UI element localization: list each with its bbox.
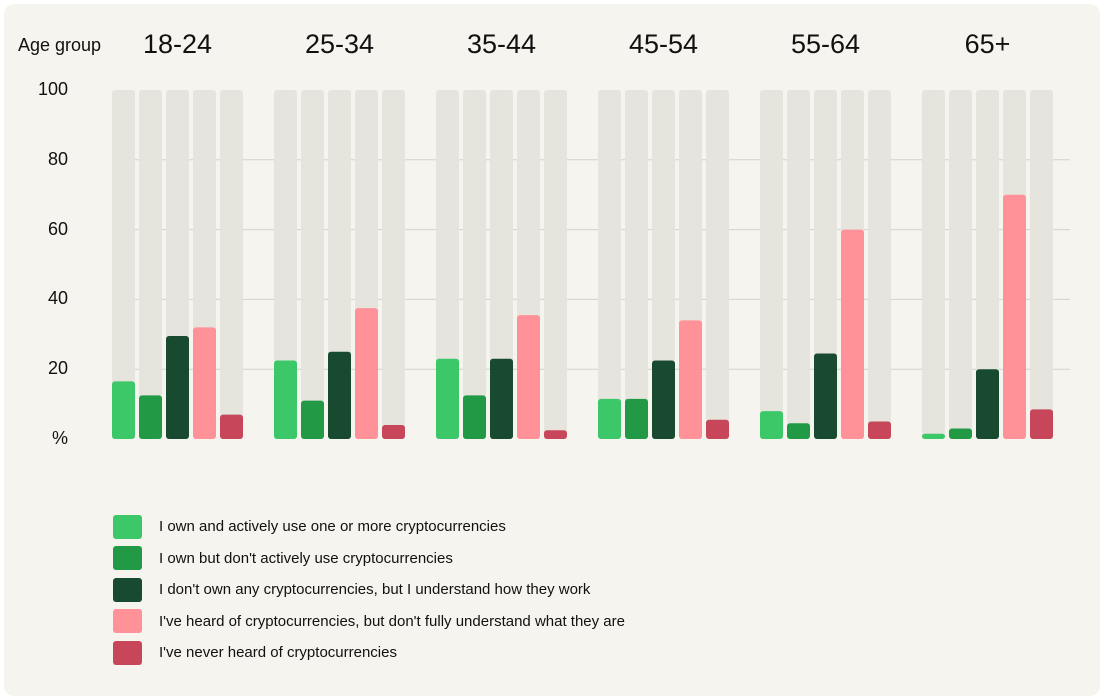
bar <box>949 428 972 439</box>
y-axis-unit-label: % <box>51 428 68 448</box>
bar-track <box>706 90 729 439</box>
age-group-label: 65+ <box>964 29 1011 59</box>
bar-track <box>652 90 675 439</box>
bar <box>220 414 243 439</box>
bar-track <box>868 90 891 439</box>
legend-label: I own and actively use one or more crypt… <box>159 518 506 536</box>
bar <box>382 425 405 439</box>
bar <box>139 395 162 439</box>
bar <box>166 336 189 439</box>
legend-label: I own but don't actively use cryptocurre… <box>159 549 453 567</box>
bar <box>598 398 621 439</box>
legend-item: I own and actively use one or more crypt… <box>113 511 625 543</box>
bar-track <box>625 90 648 439</box>
chart-legend: I own and actively use one or more crypt… <box>113 511 625 669</box>
bar <box>274 360 297 439</box>
bar <box>301 400 324 439</box>
bar <box>841 229 864 439</box>
bar-track <box>301 90 324 439</box>
legend-item: I've heard of cryptocurrencies, but don'… <box>113 606 625 638</box>
bar-track <box>463 90 486 439</box>
bar <box>868 421 891 439</box>
bar-track <box>490 90 513 439</box>
bar <box>193 327 216 439</box>
y-tick-label: 20 <box>47 358 68 379</box>
age-group-label: 18-24 <box>142 29 213 59</box>
bar <box>1003 194 1026 439</box>
bar-track <box>787 90 810 439</box>
bar <box>436 358 459 439</box>
legend-swatch <box>113 546 142 571</box>
bar-track <box>544 90 567 439</box>
bar <box>814 353 837 439</box>
bar <box>706 419 729 439</box>
bar-track <box>976 90 999 439</box>
bar-track <box>382 90 405 439</box>
y-tick-label: 100 <box>37 79 68 99</box>
age-group-label: 25-34 <box>304 29 375 59</box>
age-group-label: 45-54 <box>628 29 699 59</box>
bar <box>1030 409 1053 439</box>
legend-swatch <box>113 609 142 634</box>
bar <box>652 360 675 439</box>
bar-track <box>220 90 243 439</box>
bar-track <box>274 90 297 439</box>
bar <box>976 369 999 439</box>
legend-item: I own but don't actively use cryptocurre… <box>113 543 625 575</box>
age-group-label: 35-44 <box>466 29 537 59</box>
age-group-label: 55-64 <box>790 29 861 59</box>
bar <box>112 381 135 439</box>
bar-track <box>436 90 459 439</box>
legend-item: I don't own any cryptocurrencies, but I … <box>113 574 625 606</box>
y-tick-label: 60 <box>47 218 68 239</box>
bar <box>517 315 540 439</box>
bar-track <box>112 90 135 439</box>
bar <box>679 320 702 439</box>
bar <box>490 358 513 439</box>
bar-track <box>1030 90 1053 439</box>
bar <box>787 423 810 439</box>
legend-label: I've never heard of cryptocurrencies <box>159 644 397 662</box>
bar-track <box>139 90 162 439</box>
bar <box>355 308 378 439</box>
y-tick-label: 80 <box>47 148 68 169</box>
y-tick-label: 40 <box>47 288 68 309</box>
legend-swatch <box>113 514 142 539</box>
bar-track <box>922 90 945 439</box>
bar <box>922 433 945 439</box>
bar <box>463 395 486 439</box>
bar <box>625 398 648 439</box>
x-axis-title: Age group <box>18 35 102 55</box>
bar-track <box>598 90 621 439</box>
bar <box>328 351 351 439</box>
bar-track <box>760 90 783 439</box>
legend-label: I've heard of cryptocurrencies, but don'… <box>159 612 625 630</box>
legend-swatch <box>113 640 142 665</box>
legend-item: I've never heard of cryptocurrencies <box>113 637 625 669</box>
bar <box>760 411 783 439</box>
bar-track <box>949 90 972 439</box>
legend-label: I don't own any cryptocurrencies, but I … <box>159 581 591 599</box>
legend-swatch <box>113 577 142 602</box>
bar <box>544 430 567 439</box>
bar-track <box>814 90 837 439</box>
